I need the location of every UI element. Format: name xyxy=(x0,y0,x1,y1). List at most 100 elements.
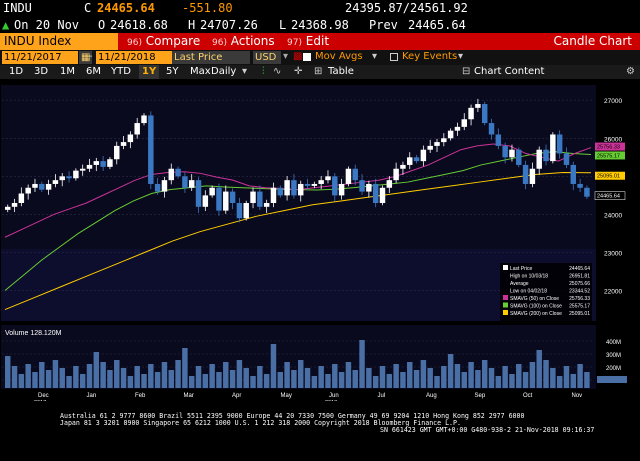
volume-bar[interactable] xyxy=(563,366,570,388)
volume-bar[interactable] xyxy=(468,362,474,388)
candle[interactable] xyxy=(59,176,65,181)
candle[interactable] xyxy=(529,168,536,184)
volume-bar[interactable] xyxy=(570,374,577,388)
table-button[interactable]: Table xyxy=(328,66,354,77)
volume-bar[interactable] xyxy=(59,368,65,388)
mov-avgs-label[interactable]: Mov Avgs xyxy=(315,51,363,62)
candle[interactable] xyxy=(66,176,72,179)
volume-bar[interactable] xyxy=(393,364,399,388)
volume-bar[interactable] xyxy=(447,354,454,388)
settings-icon[interactable]: ▾ xyxy=(283,51,289,62)
candle[interactable] xyxy=(570,164,577,184)
volume-bar[interactable] xyxy=(420,360,427,388)
volume-bar[interactable] xyxy=(325,374,331,388)
candle[interactable] xyxy=(52,180,59,184)
period-1d[interactable]: 1D xyxy=(9,66,24,77)
volume-bar[interactable] xyxy=(475,370,481,388)
volume-bar[interactable] xyxy=(427,368,433,388)
volume-bar[interactable] xyxy=(441,366,447,388)
volume-bar[interactable] xyxy=(5,356,11,388)
volume-bar[interactable] xyxy=(250,376,256,388)
candle[interactable] xyxy=(584,187,590,197)
volume-bar[interactable] xyxy=(154,372,161,388)
actions-menu[interactable]: 96) Actions xyxy=(212,34,275,48)
period-1y[interactable]: 1Y xyxy=(139,65,160,79)
volume-bar[interactable] xyxy=(454,364,461,388)
candle[interactable] xyxy=(325,176,331,181)
volume-bar[interactable] xyxy=(73,366,79,388)
candle-icon[interactable]: ⫶ xyxy=(262,66,265,77)
candle[interactable] xyxy=(161,180,168,192)
volume-bar[interactable] xyxy=(304,368,311,388)
volume-bar[interactable] xyxy=(243,368,249,388)
volume-bar[interactable] xyxy=(550,368,556,388)
volume-bar[interactable] xyxy=(277,372,284,388)
volume-bar[interactable] xyxy=(216,372,222,388)
candle[interactable] xyxy=(86,164,93,169)
volume-bar[interactable] xyxy=(270,344,277,388)
volume-bar[interactable] xyxy=(366,368,372,388)
candle[interactable] xyxy=(338,183,345,196)
candle[interactable] xyxy=(5,206,11,210)
dropdown-icon[interactable]: ▾ xyxy=(372,51,378,62)
volume-bar[interactable] xyxy=(407,362,413,388)
volume-bar[interactable] xyxy=(175,360,181,388)
period-1m[interactable]: 1M xyxy=(60,66,75,77)
volume-bar[interactable] xyxy=(79,374,86,388)
volume-bar[interactable] xyxy=(195,366,202,388)
volume-bar[interactable] xyxy=(536,350,542,388)
candle[interactable] xyxy=(79,168,86,171)
currency-select[interactable]: USD xyxy=(253,51,281,64)
candle[interactable] xyxy=(45,183,52,190)
candle[interactable] xyxy=(516,149,522,165)
candle[interactable] xyxy=(73,170,79,179)
volume-bar[interactable] xyxy=(522,372,529,388)
candle[interactable] xyxy=(461,119,467,127)
volume-bar[interactable] xyxy=(223,362,229,388)
candle[interactable] xyxy=(18,193,25,203)
chart-icon[interactable]: ▩ xyxy=(293,51,303,62)
table-icon[interactable]: ⊞ xyxy=(314,66,323,77)
candle[interactable] xyxy=(284,180,290,196)
candle[interactable] xyxy=(257,191,263,207)
volume-bar[interactable] xyxy=(509,374,515,388)
volume-bar[interactable] xyxy=(291,370,297,388)
volume-bar[interactable] xyxy=(584,372,590,388)
candle[interactable] xyxy=(209,187,215,196)
candle[interactable] xyxy=(298,183,304,196)
volume-bar[interactable] xyxy=(236,360,243,388)
candle[interactable] xyxy=(134,123,140,135)
volume-bar[interactable] xyxy=(120,368,127,388)
volume-bar[interactable] xyxy=(202,374,209,388)
volume-bar[interactable] xyxy=(556,376,563,388)
volume-bar[interactable] xyxy=(488,368,495,388)
volume-bar[interactable] xyxy=(107,370,113,388)
candle[interactable] xyxy=(277,187,284,196)
candle[interactable] xyxy=(420,149,427,162)
candle[interactable] xyxy=(216,187,222,211)
volume-bar[interactable] xyxy=(298,360,304,388)
volume-bar[interactable] xyxy=(263,374,270,388)
key-events-label[interactable]: Key Events xyxy=(402,51,458,62)
candle[interactable] xyxy=(359,180,365,192)
volume-bar[interactable] xyxy=(257,366,263,388)
volume-bar[interactable] xyxy=(332,364,338,388)
volume-bar[interactable] xyxy=(413,370,420,388)
candle[interactable] xyxy=(318,180,324,184)
candle[interactable] xyxy=(114,145,120,160)
volume-bar[interactable] xyxy=(25,364,31,388)
volume-bar[interactable] xyxy=(345,362,352,388)
volume-bar[interactable] xyxy=(311,376,318,388)
volume-bar[interactable] xyxy=(168,370,174,388)
candle[interactable] xyxy=(543,149,549,162)
volume-bar[interactable] xyxy=(114,360,120,388)
volume-bar[interactable] xyxy=(39,362,45,388)
candle[interactable] xyxy=(488,123,495,135)
candle[interactable] xyxy=(441,138,447,143)
volume-bar[interactable] xyxy=(141,374,147,388)
candle[interactable] xyxy=(304,183,311,186)
candle[interactable] xyxy=(502,145,508,158)
edit-menu[interactable]: 97) Edit xyxy=(287,34,330,48)
volume-bar[interactable] xyxy=(400,372,406,388)
mov-avgs-checkbox[interactable] xyxy=(303,53,311,61)
